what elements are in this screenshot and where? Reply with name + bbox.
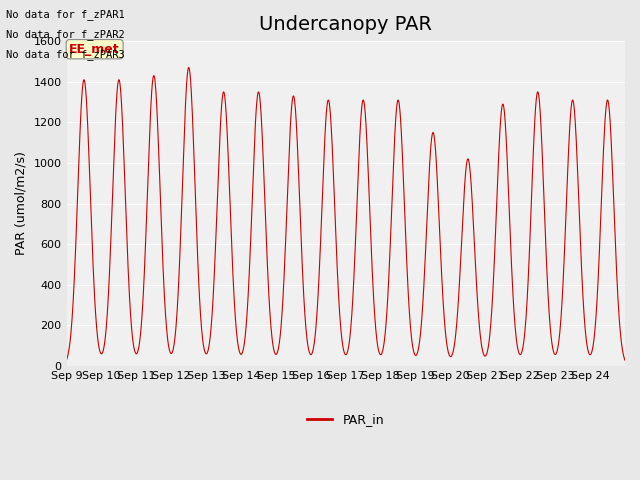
Title: Undercanopy PAR: Undercanopy PAR bbox=[259, 15, 432, 34]
Text: No data for f_zPAR2: No data for f_zPAR2 bbox=[6, 29, 125, 40]
Text: No data for f_zPAR1: No data for f_zPAR1 bbox=[6, 9, 125, 20]
Y-axis label: PAR (umol/m2/s): PAR (umol/m2/s) bbox=[15, 152, 28, 255]
Text: EE_met: EE_met bbox=[69, 43, 120, 56]
Legend: PAR_in: PAR_in bbox=[303, 408, 389, 431]
Text: No data for f_zPAR3: No data for f_zPAR3 bbox=[6, 49, 125, 60]
